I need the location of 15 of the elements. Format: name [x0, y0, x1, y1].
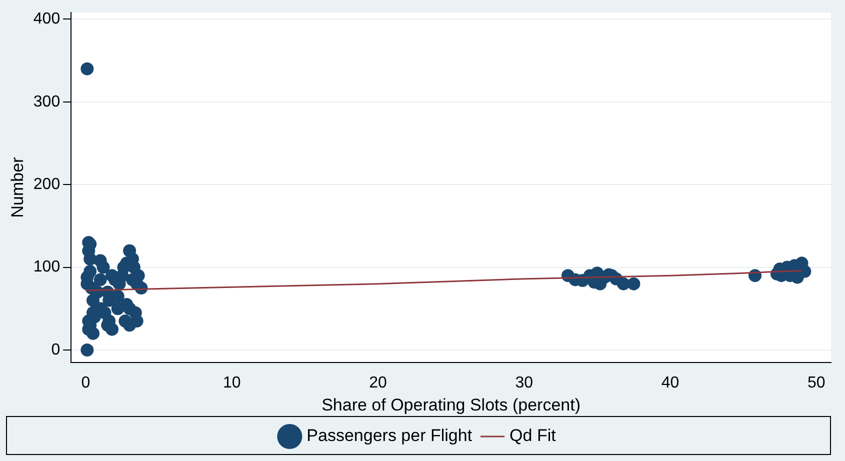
y-tick-label: 100	[33, 258, 60, 276]
x-axis-title: Share of Operating Slots (percent)	[322, 395, 581, 414]
legend-label: Passengers per Flight	[306, 426, 472, 446]
x-tick-label: 0	[81, 374, 90, 392]
x-tick-label: 20	[369, 374, 387, 392]
y-axis-title: Number	[8, 156, 27, 218]
legend-label: Qd Fit	[510, 426, 556, 446]
y-tick-label: 0	[51, 341, 60, 358]
x-tick-label: 50	[807, 374, 826, 392]
y-tick-label: 400	[33, 10, 60, 28]
x-tick-label: 10	[222, 374, 241, 392]
y-tick-label: 300	[33, 93, 60, 110]
x-tick-label: 40	[661, 374, 680, 392]
y-tick-label: 200	[33, 176, 60, 194]
x-tick-label: 30	[515, 374, 534, 392]
